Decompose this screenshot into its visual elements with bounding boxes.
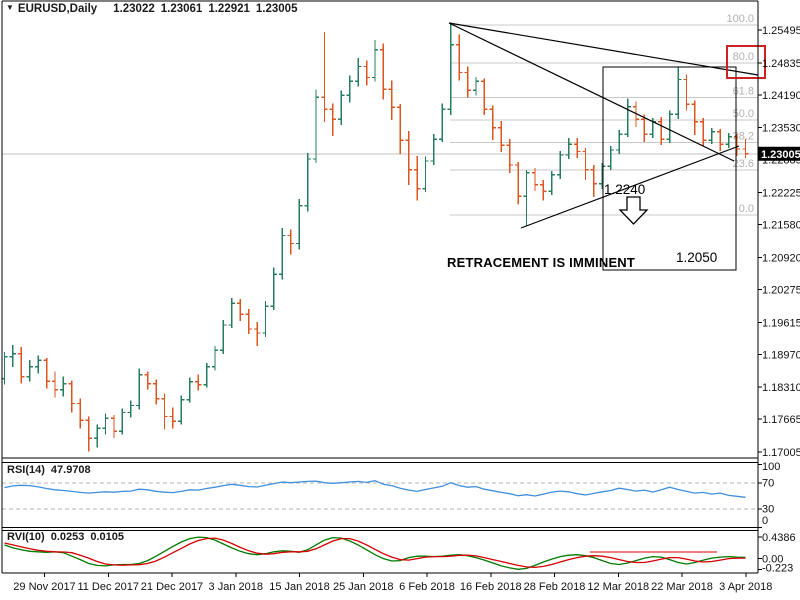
ohlc-close: 1.23005 (255, 3, 298, 15)
rvi-panel (4, 536, 746, 570)
fib-level-label: 38.2 (733, 130, 754, 142)
fib-level-label: 61.8 (733, 86, 754, 98)
rvi-axis-label: -0.223 (762, 563, 793, 575)
date-axis-label: 3 Apr 2018 (719, 581, 772, 593)
rsi-axis: 100 70 300 (758, 461, 780, 528)
rsi-value: 47.9708 (50, 464, 91, 476)
date-axis-label: 12 Mar 2018 (587, 581, 649, 593)
price-axis-label: 1.21580 (762, 220, 800, 232)
date-axis-label: 3 Jan 2018 (209, 581, 263, 593)
date-axis-label: 21 Dec 2017 (141, 581, 203, 593)
annotation-price-lower[interactable]: 1.2050 (676, 250, 718, 265)
price-axis-label: 1.17665 (762, 414, 800, 426)
rvi-signal-value: 0.0105 (90, 531, 125, 543)
price-axis-label: 1.23530 (762, 123, 800, 135)
price-axis-label: 1.19615 (762, 317, 800, 329)
fib-level-label: 80.0 (733, 51, 754, 63)
rsi-axis-label: 70 (762, 478, 774, 490)
date-axis-label: 6 Feb 2018 (399, 581, 455, 593)
shape-annotations[interactable] (602, 45, 766, 271)
date-axis-label: 25 Jan 2018 (333, 581, 394, 593)
rsi-name: RSI(14) (7, 464, 45, 476)
current-price-tag-label: 1.23005 (761, 149, 800, 161)
fib-level-label: 50.0 (733, 108, 754, 120)
down-arrow-icon[interactable] (618, 196, 649, 225)
date-axis-label: 16 Feb 2018 (460, 581, 522, 593)
price-axis-label: 1.24835 (762, 58, 800, 70)
price-bars (1, 22, 749, 452)
ohlc-high: 1.23061 (160, 3, 203, 15)
highlight-box[interactable] (726, 45, 766, 79)
ohlc-open: 1.23022 (113, 3, 155, 15)
fib-level-label: 0.0 (739, 203, 754, 215)
rvi-axis-label: 0.00 (762, 554, 783, 566)
trendline[interactable] (520, 145, 740, 229)
rvi-axis: 0.4386 0.00-0.223 (758, 532, 796, 575)
symbol-period-label: EURUSD,Daily (17, 3, 98, 15)
rvi-indicator-label: RVI(10) 0.0253 0.0105 (7, 531, 124, 543)
rsi-axis-label: 100 (762, 461, 780, 473)
rvi-signal-line (4, 537, 746, 569)
rsi-line (4, 480, 746, 498)
chart-header: ▼ EURUSD,Daily 1.23022 1.23061 1.22921 1.2300… (6, 3, 297, 15)
price-axis-label: 1.25495 (762, 25, 800, 37)
rvi-name: RVI(10) (7, 531, 45, 543)
price-axis-label: 1.20920 (762, 252, 800, 264)
price-axis-label: 1.17005 (762, 447, 800, 459)
rvi-main-value: 0.0253 (50, 531, 85, 543)
rsi-axis-label: 30 (762, 504, 774, 516)
rsi-indicator-label: RSI(14) 47.9708 (7, 464, 91, 476)
fib-level-label: 100.0 (726, 13, 754, 25)
trendlines[interactable] (448, 22, 759, 229)
rsi-panel (2, 480, 758, 510)
date-axis-label: 22 Mar 2018 (651, 581, 713, 593)
date-axis-label: 11 Dec 2017 (77, 581, 139, 593)
price-axis-label: 1.18970 (762, 349, 800, 361)
trendline[interactable] (448, 22, 735, 162)
panel-borders (1, 0, 759, 574)
ohlc-low: 1.22921 (208, 3, 250, 15)
price-axis-label: 1.24190 (762, 90, 800, 102)
current-price-tag (758, 146, 800, 161)
annotation-price-upper[interactable]: 1.2240 (604, 182, 646, 197)
price-axis-label: 1.20275 (762, 284, 800, 296)
price-axis-label: 1.18310 (762, 382, 800, 394)
date-axis-label: 28 Feb 2018 (524, 581, 586, 593)
symbol-dropdown-icon[interactable]: ▼ (6, 3, 14, 12)
trendline[interactable] (448, 22, 759, 76)
rvi-axis-label: 0.4386 (762, 532, 796, 544)
fib-level-label: 23.6 (733, 158, 754, 170)
annotation-rectangle[interactable] (602, 66, 737, 271)
date-axis: 29 Nov 2017 11 Dec 2017 21 Dec 2017 3 Jan 2… (13, 573, 772, 593)
annotation-warning-text[interactable]: RETRACEMENT IS IMMINENT (447, 255, 636, 270)
rsi-axis-label: 0 (762, 515, 768, 527)
date-axis-label: 29 Nov 2017 (13, 581, 75, 593)
fibonacci-retracement[interactable]: 100.0 80.0 61.8 50.0 38.2 23.6 0.0 (450, 13, 758, 216)
date-axis-label: 15 Jan 2018 (269, 581, 330, 593)
price-axis-label: 1.22225 (762, 188, 800, 200)
price-axis: 1.254951.248351.241901.235301.228851.222… (758, 25, 800, 459)
